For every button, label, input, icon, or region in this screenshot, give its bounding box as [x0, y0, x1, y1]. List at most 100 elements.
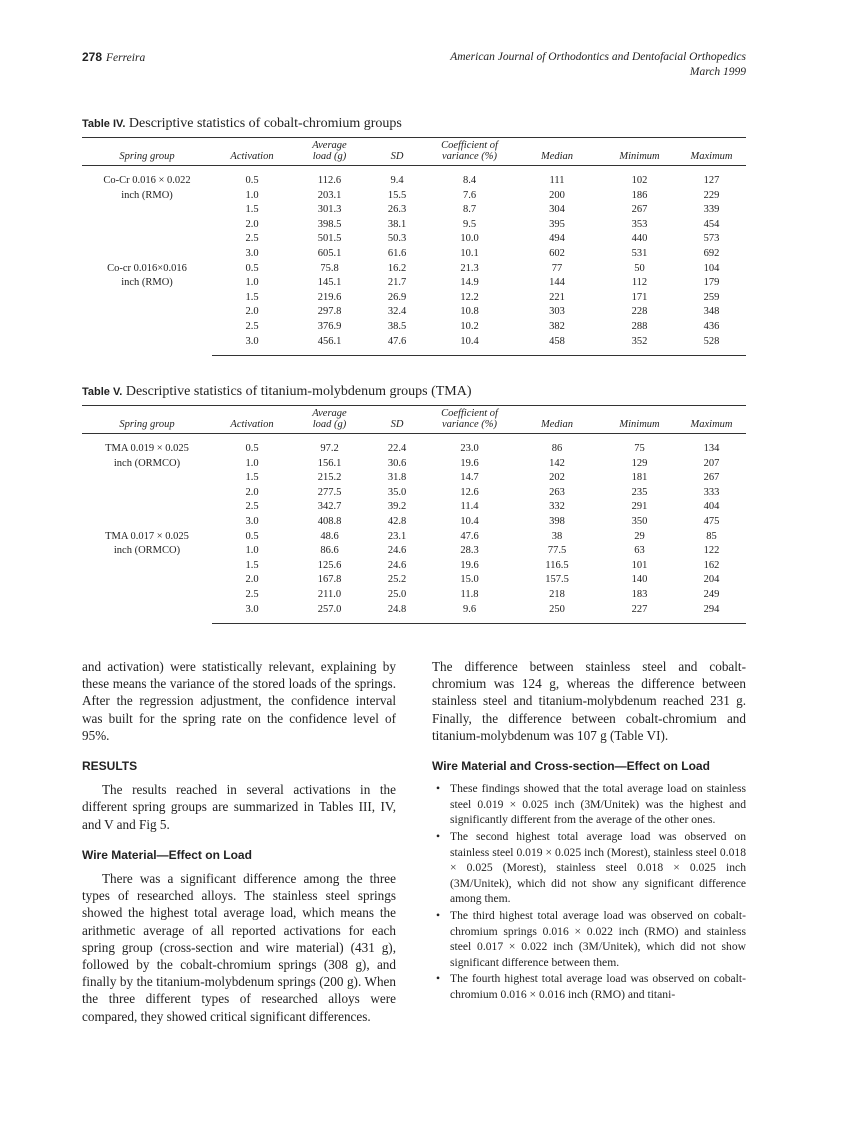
cell: 112.6 [317, 175, 342, 186]
group-line: Co-cr 0.016×0.016 [107, 262, 187, 274]
cell: 1.0 [245, 189, 259, 201]
table-row: Co-cr 0.016×0.016 inch (RMO) 0.5 75.8 16.2 21… [82, 262, 746, 289]
cell: 50 [634, 262, 645, 274]
cell: 28.3 [460, 545, 479, 557]
cell: 24.6 [387, 545, 407, 557]
header-text: Maximum [690, 151, 733, 162]
cell: 10.4 [427, 334, 512, 357]
cell: 26.3 [387, 204, 407, 216]
group-line: TMA 0.017 × 0.025 [105, 530, 189, 542]
cell: 211.0 [317, 588, 342, 600]
bullet-item: The fourth highest total average load wa… [432, 971, 746, 1002]
cell: 267 [631, 204, 648, 216]
group-line: inch (RMO) [121, 277, 173, 289]
table-label: Table V. [82, 386, 123, 398]
cell: 38.5 [387, 320, 407, 332]
cell: 303 [549, 306, 565, 318]
cell: 61.6 [387, 247, 407, 259]
cell: 2.5 [245, 501, 259, 513]
cell: 436 [703, 320, 720, 332]
cell: 291 [631, 501, 648, 513]
column-header: Activation [212, 137, 292, 166]
column-header: Spring group [82, 405, 212, 434]
cell: 250 [512, 602, 602, 625]
cell: 2.0 [245, 486, 259, 498]
cell: 3.0 [212, 602, 292, 625]
cell: 10.1 [460, 247, 479, 259]
table-row: 1.0 156.1 30.6 19.6 142 129 207 [82, 457, 746, 472]
bullet-item: The second highest total average load wa… [432, 829, 746, 907]
subsection-heading: Wire Material and Cross-section—Effect o… [432, 759, 710, 774]
cell: 0.5 [245, 262, 259, 274]
table-row: 2.0 167.8 25.2 15.0 157.5 140 204 [82, 573, 746, 588]
cell: 440 [631, 233, 648, 245]
cell: 134 [703, 443, 720, 454]
column-header: Median [512, 137, 602, 166]
cell: 228 [631, 306, 648, 318]
spring-group: Co-Cr 0.016 × 0.022 inch (RMO) [82, 166, 212, 262]
cell: 202 [549, 472, 565, 484]
cell: 454 [703, 218, 720, 230]
cell: 3.0 [245, 515, 259, 527]
column-header: SD [367, 405, 427, 434]
paragraph: The difference between stainless steel a… [432, 659, 746, 743]
cell: 494 [549, 233, 565, 245]
cell: 10.4 [460, 515, 479, 527]
cell: 267 [703, 472, 720, 484]
paragraph: The results reached in several activatio… [82, 782, 396, 832]
cell: 2.0 [245, 306, 259, 318]
cell: 140 [631, 574, 648, 586]
cell: 332 [549, 501, 565, 513]
cell: 25.2 [387, 574, 407, 586]
table-row: 1.5 125.6 24.6 19.6 116.5 101 162 [82, 559, 746, 574]
cell: 203.1 [317, 189, 342, 201]
table-row: 3.0 456.1 47.6 10.4 458 352 528 [82, 334, 746, 357]
cell: 339 [703, 204, 720, 216]
paragraph: and activation) were statistically relev… [82, 659, 396, 743]
table-row: 3.0 257.0 24.8 9.6 250 227 294 [82, 602, 746, 625]
paragraph: There was a significant difference among… [82, 871, 396, 1024]
cell: 97.2 [320, 443, 339, 454]
cell: 348 [703, 306, 720, 318]
data-table: Spring group Activation Average load (g) SD C… [82, 137, 746, 357]
text-column: and activation) were statistically relev… [82, 658, 396, 1025]
cell: 288 [631, 320, 648, 332]
cell: 157.5 [545, 574, 569, 586]
cell: 200 [549, 189, 565, 201]
cell: 501.5 [317, 233, 342, 245]
spring-group: TMA 0.017 × 0.025 inch (ORMCO) [82, 530, 212, 624]
cell: 218 [549, 588, 565, 600]
cell: 382 [549, 320, 565, 332]
header-text: Activation [230, 419, 274, 430]
cell: 12.6 [460, 486, 479, 498]
cell: 14.7 [460, 472, 479, 484]
cell: 353 [631, 218, 648, 230]
cell: 219.6 [317, 291, 342, 303]
cell: 125.6 [317, 559, 342, 571]
cell: 101 [631, 559, 648, 571]
cell: 528 [677, 334, 746, 357]
cell: 186 [631, 189, 648, 201]
table-row: 1.0 145.1 21.7 14.9 144 112 179 [82, 276, 746, 291]
cell: 24.8 [367, 602, 427, 625]
table-row: 2.5 211.0 25.0 11.8 218 183 249 [82, 588, 746, 603]
cell: 14.9 [460, 277, 479, 289]
header-line: load (g) [312, 419, 347, 430]
cell: 0.5 [245, 530, 259, 542]
table-label: Table IV. [82, 118, 126, 130]
cell: 85 [706, 530, 717, 542]
table-row: Co-Cr 0.016 × 0.022 inch (RMO) 0.5 112.6 9.4… [82, 166, 746, 201]
cell: 1.5 [245, 472, 259, 484]
cell: 38.1 [387, 218, 407, 230]
table-row: 2.5 376.9 38.5 10.2 382 288 436 [82, 320, 746, 335]
cell: 15.5 [387, 189, 407, 201]
spring-group: Co-cr 0.016×0.016 inch (RMO) [82, 262, 212, 356]
cell: 127 [703, 175, 720, 186]
cell: 398 [549, 515, 565, 527]
header-text: Minimum [619, 151, 660, 162]
header-text: Median [540, 419, 574, 430]
table-head: Spring group Activation Average load (g) SD C… [82, 405, 746, 434]
cell: 12.2 [460, 291, 479, 303]
cell: 2.5 [245, 588, 259, 600]
table-row: 1.0 203.1 15.5 7.6 200 186 229 [82, 189, 746, 204]
